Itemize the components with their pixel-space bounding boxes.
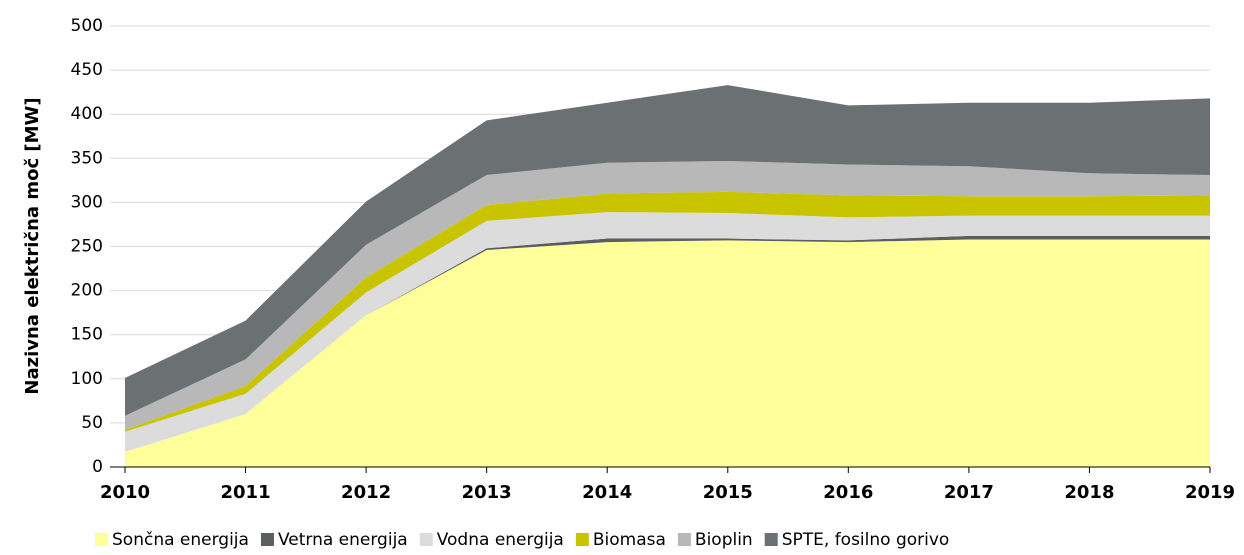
y-tick-label: 150 bbox=[71, 325, 103, 345]
legend-swatch bbox=[575, 533, 589, 546]
x-tick-label: 2010 bbox=[100, 482, 150, 503]
legend-swatch bbox=[677, 533, 691, 546]
legend-swatch bbox=[95, 533, 108, 546]
x-tick-label: 2015 bbox=[703, 482, 753, 503]
y-tick-label: 400 bbox=[71, 104, 103, 124]
y-tick-label: 450 bbox=[71, 60, 103, 80]
legend-label: SPTE, fosilno gorivo bbox=[782, 530, 950, 550]
area bbox=[125, 160, 1210, 430]
x-tick-label: 2016 bbox=[823, 482, 873, 503]
x-tick-label: 2011 bbox=[221, 482, 271, 503]
legend-label: Biomasa bbox=[593, 530, 666, 550]
area bbox=[125, 212, 1210, 453]
area bbox=[125, 239, 1210, 467]
y-tick-label: 0 bbox=[92, 457, 103, 477]
y-tick-label: 100 bbox=[71, 369, 103, 389]
legend-label: Sončna energija bbox=[112, 530, 249, 550]
y-tick-label: 350 bbox=[71, 148, 103, 168]
legend-label: Vodna energija bbox=[437, 530, 564, 550]
x-tick-label: 2014 bbox=[582, 482, 632, 503]
legend-label: Vetrna energija bbox=[278, 530, 408, 550]
legend-label: Bioplin bbox=[695, 530, 753, 550]
x-tick-label: 2018 bbox=[1064, 482, 1114, 503]
x-tick-label: 2017 bbox=[944, 482, 994, 503]
legend-swatch bbox=[764, 533, 778, 546]
legend-swatch bbox=[419, 533, 433, 546]
x-tick-label: 2019 bbox=[1185, 482, 1235, 503]
area bbox=[125, 85, 1210, 416]
y-tick-label: 250 bbox=[71, 237, 103, 257]
y-tick-label: 200 bbox=[71, 281, 103, 301]
y-axis-label: Nazivna električna moč [MW] bbox=[22, 97, 43, 394]
y-tick-label: 500 bbox=[71, 16, 103, 36]
y-tick-label: 50 bbox=[81, 413, 103, 433]
x-tick-label: 2012 bbox=[341, 482, 391, 503]
y-tick-label: 300 bbox=[71, 192, 103, 212]
area bbox=[125, 191, 1210, 432]
legend-swatch bbox=[260, 533, 274, 546]
x-tick-label: 2013 bbox=[462, 482, 512, 503]
